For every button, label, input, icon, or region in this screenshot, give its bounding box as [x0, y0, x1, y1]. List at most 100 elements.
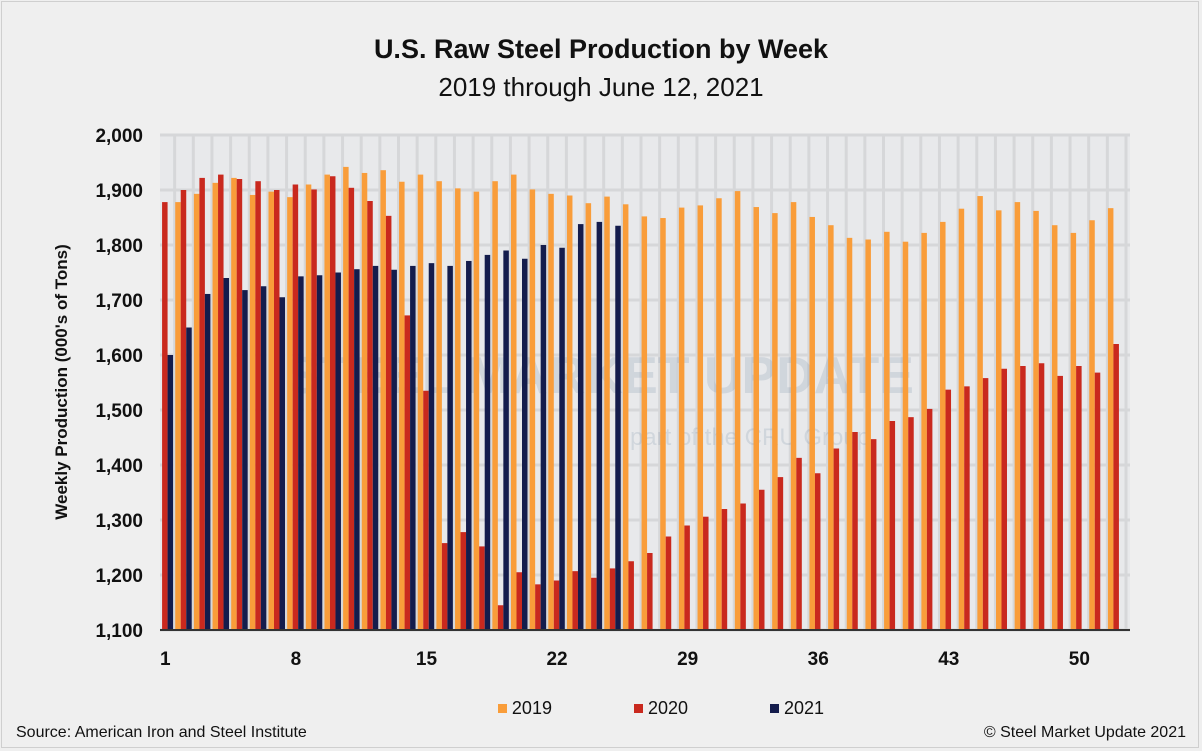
bar-2020-week-24	[591, 577, 597, 630]
x-tick-label: 22	[546, 649, 567, 670]
y-tick-label: 1,600	[95, 346, 143, 367]
bar-2020-week-49	[1057, 375, 1063, 630]
bar-2021-week-5	[242, 290, 248, 630]
x-tick-label: 15	[416, 649, 438, 670]
bar-2019-week-15	[417, 174, 424, 630]
legend-label: 2020	[647, 698, 689, 718]
legend-swatch	[633, 704, 643, 713]
bar-2019-week-6	[249, 194, 256, 630]
bar-2020-week-40	[889, 421, 896, 630]
y-tick-label: 1,800	[95, 236, 143, 257]
bar-2019-week-48	[1033, 210, 1039, 630]
bar-2020-week-34	[777, 477, 784, 630]
bar-2019-week-14	[399, 181, 405, 630]
bar-2021-week-19	[503, 250, 509, 630]
bar-2020-week-8	[292, 184, 299, 630]
bar-2020-week-48	[1038, 363, 1045, 630]
bar-2021-week-12	[372, 265, 379, 630]
bar-2019-week-50	[1070, 232, 1077, 630]
bar-2020-week-3	[199, 177, 205, 630]
bar-2020-week-20	[516, 572, 522, 630]
chart-title: U.S. Raw Steel Production by Week	[373, 34, 829, 64]
bar-2019-week-18	[473, 191, 480, 630]
legend-item-2019: 2019	[497, 698, 552, 719]
bar-2021-week-13	[391, 269, 397, 630]
x-tick-label: 8	[291, 649, 302, 670]
bar-2020-week-43	[945, 389, 952, 630]
bar-2019-week-21	[529, 189, 536, 630]
y-tick-label: 1,900	[95, 181, 143, 202]
bar-2019-week-26	[622, 204, 629, 630]
bar-2020-week-44	[964, 386, 970, 630]
bar-2021-week-25	[615, 225, 621, 630]
x-tick-label: 50	[1069, 649, 1090, 670]
x-tick-label: 29	[677, 649, 698, 670]
bar-2021-week-16	[447, 265, 453, 630]
y-tick-label: 1,400	[95, 456, 143, 477]
bar-2020-week-37	[833, 448, 840, 630]
bar-2019-week-25	[604, 196, 610, 630]
bar-2019-week-38	[846, 237, 853, 630]
bar-2020-week-10	[329, 176, 336, 630]
y-tick-label: 1,700	[95, 291, 143, 312]
bar-2020-week-22	[553, 580, 560, 630]
bar-2019-week-30	[697, 205, 704, 630]
y-tick-label: 1,500	[95, 401, 143, 422]
bar-2020-week-25	[609, 568, 616, 630]
bar-2020-week-15	[423, 390, 429, 630]
bar-2020-week-31	[721, 509, 728, 630]
bar-2019-week-11	[343, 166, 349, 630]
y-tick-label: 1,200	[95, 566, 143, 587]
bar-2021-week-2	[186, 327, 192, 630]
legend-label: 2021	[784, 698, 825, 718]
bar-2019-week-2	[175, 202, 181, 630]
bar-2020-week-50	[1076, 366, 1082, 630]
bar-2019-week-3	[193, 193, 200, 630]
bar-2020-week-33	[759, 489, 765, 630]
bar-2020-week-2	[180, 190, 187, 630]
bar-2019-week-19	[492, 181, 498, 630]
bar-2021-week-8	[298, 276, 304, 630]
bar-2021-week-21	[540, 245, 547, 630]
bar-2021-week-1	[167, 355, 174, 630]
source-note: Source: American Iron and Steel Institut…	[16, 724, 307, 741]
bar-2020-week-26	[628, 561, 634, 630]
bar-2020-week-9	[311, 189, 317, 630]
bar-2020-week-19	[497, 605, 504, 630]
bar-2020-week-11	[348, 187, 355, 630]
bar-2021-week-22	[559, 247, 565, 630]
bar-2019-week-7	[268, 191, 274, 630]
bar-2019-week-46	[996, 210, 1002, 630]
legend-item-2020: 2020	[633, 698, 689, 719]
bar-2020-week-5	[236, 179, 243, 630]
bar-2019-week-45	[977, 196, 983, 630]
bar-2021-week-24	[596, 221, 603, 630]
bar-2019-week-23	[566, 195, 573, 630]
bar-2020-week-36	[814, 473, 821, 630]
bar-2020-week-28	[665, 536, 672, 630]
bar-2020-week-52	[1113, 344, 1119, 630]
x-tick-label: 1	[160, 649, 171, 670]
bar-2019-week-42	[921, 232, 927, 630]
svg-text:part of the CRU Group: part of the CRU Group	[630, 424, 870, 451]
bar-2021-week-23	[577, 224, 584, 630]
bar-2019-week-39	[865, 239, 871, 630]
bar-2021-week-18	[484, 254, 491, 630]
copyright-note: © Steel Market Update 2021	[983, 724, 1186, 741]
bar-2019-week-35	[790, 202, 797, 630]
bar-2019-week-12	[361, 172, 368, 630]
bar-2020-week-30	[703, 516, 709, 630]
bar-2020-week-23	[572, 571, 578, 630]
y-tick-label: 1,100	[95, 621, 143, 642]
bar-2020-week-4	[218, 174, 224, 630]
bar-2019-week-52	[1107, 208, 1114, 630]
bar-2019-week-17	[455, 188, 461, 630]
bar-2020-week-51	[1094, 372, 1101, 630]
bar-2021-week-20	[522, 258, 528, 630]
bar-2019-week-22	[548, 193, 554, 630]
bar-2019-week-28	[660, 218, 666, 630]
bar-2019-week-20	[511, 174, 517, 630]
bar-2019-week-49	[1051, 225, 1058, 630]
legend-label: 2019	[511, 698, 552, 718]
